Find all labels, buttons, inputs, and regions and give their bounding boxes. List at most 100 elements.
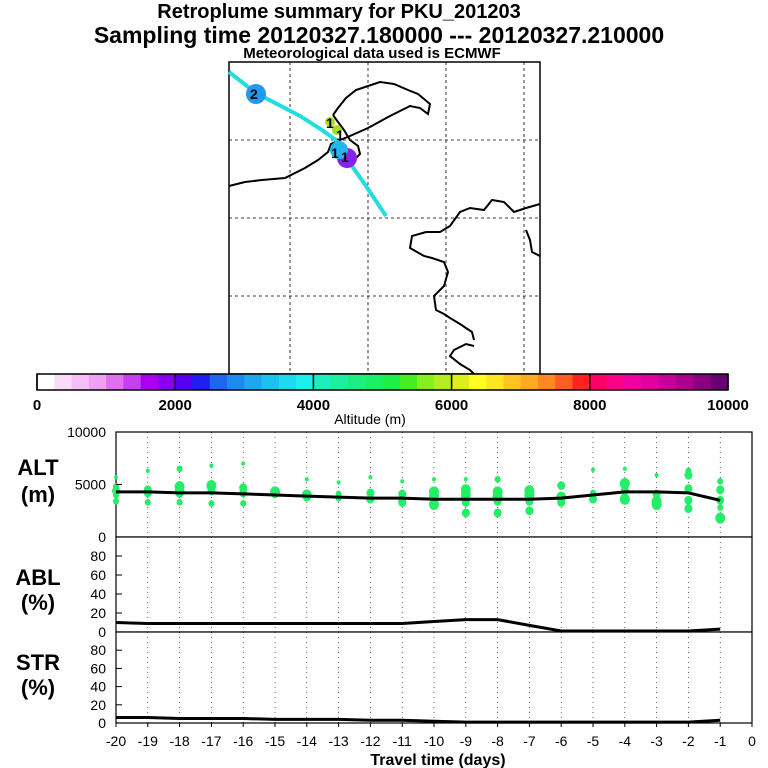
y-tick-label: 5000	[75, 477, 106, 493]
x-tick-label: -7	[523, 733, 536, 749]
alt-point	[432, 477, 436, 482]
alt-plot-frame	[115, 431, 753, 538]
y-tick-label: 80	[90, 642, 106, 658]
x-tick-label: -13	[328, 733, 348, 749]
y-tick-label: 40	[90, 586, 106, 602]
x-tick-label: -14	[297, 733, 317, 749]
str-gridlines	[115, 632, 753, 723]
colorbar-swatch	[278, 374, 297, 390]
alt-point	[208, 500, 215, 507]
x-tick-label: -6	[555, 733, 568, 749]
alt-point	[304, 477, 309, 482]
colorbar-swatch	[710, 374, 729, 390]
alt-point	[525, 506, 534, 516]
abl-ylabel: ABL	[15, 565, 60, 590]
x-tick-label: -9	[460, 733, 473, 749]
alt-point	[717, 478, 724, 485]
trajectory-path	[227, 70, 388, 218]
abl-ylabel-units: (%)	[21, 590, 55, 615]
colorbar-tick-label: 6000	[435, 397, 468, 414]
colorbar-swatch	[227, 374, 245, 390]
colorbar-swatch	[520, 374, 539, 390]
alt-point	[684, 470, 693, 480]
alt-point	[715, 512, 726, 524]
x-tick-label: -12	[360, 733, 380, 749]
x-tick-label: -3	[650, 733, 663, 749]
x-tick-label: -2	[682, 733, 695, 749]
abl-panel: 0 20 40 60 80 ABL (%)	[15, 536, 753, 640]
chart-title: Retroplume summary for PKU_201203	[157, 1, 521, 23]
x-axis-label: Travel time (days)	[370, 752, 505, 768]
alt-mean-line	[116, 490, 721, 502]
alt-point	[589, 494, 597, 504]
colorbar-swatch	[296, 374, 314, 390]
colorbar-tick-label: 2000	[159, 397, 192, 414]
marker-label: 2	[250, 86, 258, 102]
colorbar-ticks	[36, 374, 729, 390]
alt-point	[429, 498, 439, 510]
colorbar-swatch	[261, 374, 280, 390]
alt-point	[716, 485, 725, 495]
colorbar-tick-label: 0	[33, 397, 41, 414]
meteo-data-title: Meteorological data used is ECMWF	[243, 45, 501, 62]
alt-point	[557, 481, 566, 490]
colorbar-swatch	[399, 374, 418, 390]
colorbar-swatch	[123, 374, 142, 390]
y-tick-label: 80	[90, 548, 106, 564]
alt-ylabel: ALT	[17, 455, 59, 480]
abl-line	[115, 618, 721, 633]
alt-point	[176, 465, 183, 473]
colorbar-swatch	[451, 374, 470, 390]
alt-point	[463, 477, 468, 482]
marker-day1-green	[332, 125, 342, 135]
alt-point	[461, 508, 470, 518]
colorbar-swatch	[503, 374, 522, 390]
colorbar-tick-label: 4000	[297, 397, 330, 414]
alt-point	[176, 499, 183, 506]
alt-panel: 0 5000 10000 ALT (m)	[17, 424, 753, 545]
alt-point	[241, 461, 246, 466]
str-line	[116, 716, 721, 724]
map-panel: 1 1 1 1 2	[227, 61, 541, 375]
marker-day2	[246, 84, 266, 104]
alt-point	[651, 498, 662, 510]
colorbar-swatch	[641, 374, 660, 390]
y-tick-label: 40	[90, 679, 106, 695]
alt-point	[684, 495, 693, 505]
colorbar-swatch	[486, 374, 504, 390]
colorbar-swatch	[175, 374, 193, 390]
colorbar-swatch	[365, 374, 383, 390]
marker-label: 1	[331, 145, 339, 161]
abl-gridlines	[115, 537, 753, 632]
colorbar-tick-labels: 0 2000 4000 6000 8000 10000	[33, 397, 749, 414]
colorbar-swatch	[140, 374, 159, 390]
trajectory-markers: 1 1 1 1 2	[246, 84, 357, 168]
x-tick-label: -16	[233, 733, 253, 749]
colorbar-segments	[37, 374, 729, 390]
colorbar-swatch	[607, 374, 625, 390]
alt-point	[494, 475, 501, 483]
marker-day1-green	[325, 117, 335, 127]
colorbar-swatch	[88, 374, 107, 390]
y-tick-label: 20	[90, 605, 106, 621]
alt-point	[368, 474, 373, 480]
altitude-colorbar: 0 2000 4000 6000 8000 10000 Altitude (m)	[33, 373, 749, 427]
colorbar-swatch	[157, 374, 176, 390]
colorbar-tick-label: 10000	[707, 397, 749, 414]
str-ylabel: STR	[16, 650, 60, 675]
alt-point	[114, 474, 118, 480]
colorbar-swatch	[54, 374, 73, 390]
coastline	[408, 198, 541, 341]
colorbar-swatch	[693, 374, 712, 390]
sampling-time-title: Sampling time 20120327.180000 --- 201203…	[93, 22, 665, 48]
colorbar-swatch	[589, 374, 608, 390]
x-tick-label: -20	[106, 733, 126, 749]
y-tick-label: 10000	[67, 424, 106, 440]
x-tick-label: -8	[491, 733, 504, 749]
colorbar-swatch	[572, 374, 591, 390]
x-axis: -20 -19 -18 -17 -16 -15 -14 -13 -12 -11 -10 -9 -8 -7-…	[106, 723, 756, 768]
abl-y-ticks: 0 20 40 60 80	[90, 548, 122, 640]
colorbar-swatch	[658, 374, 677, 390]
x-tick-label: -15	[265, 733, 285, 749]
